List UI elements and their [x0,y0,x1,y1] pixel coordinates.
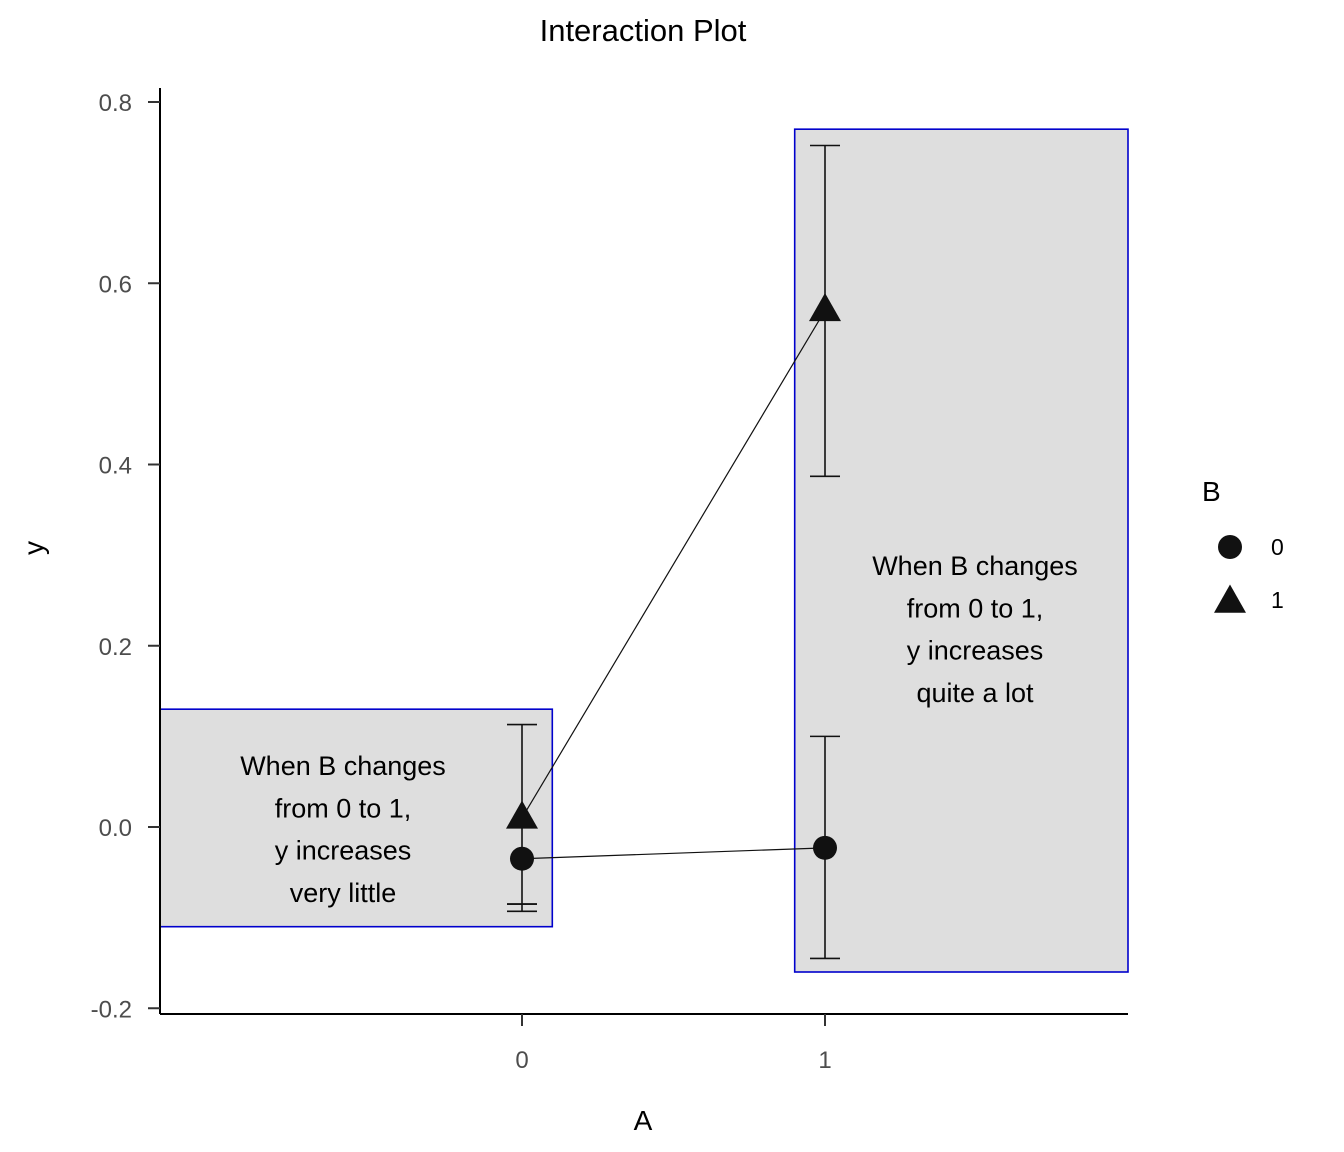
annotation-1-line-1: from 0 to 1, [907,593,1044,623]
annotation-0-line-2: y increases [275,836,412,866]
axes: -0.2 0.0 0.2 0.4 0.6 0.8 0 1 [91,88,1128,1074]
annotation-0-line-1: from 0 to 1, [275,793,412,823]
annotation-1-line-2: y increases [907,636,1044,666]
data-marks [506,144,841,960]
annotation-box-1 [793,128,1129,973]
legend-key-0 [1218,535,1242,559]
y-tick-label: 0.6 [99,271,132,298]
point-0-1 [813,835,837,860]
legend-label-1: 1 [1271,587,1284,613]
annotation-layer: When B changes from 0 to 1, y increases ver… [159,128,1129,973]
legend-key-1 [1214,584,1246,613]
annotation-1-line-0: When B changes [872,551,1078,581]
series-1-line [521,310,826,819]
annotation-1-line-3: quite a lot [916,678,1034,708]
point-1-0 [506,800,538,829]
y-tick-label: -0.2 [91,996,132,1023]
y-tick-label: 0.8 [99,90,132,117]
chart-title: Interaction Plot [540,13,747,48]
y-tick-label: 0.4 [99,453,132,480]
legend-label-0: 0 [1271,534,1284,560]
point-0-0 [510,846,534,871]
x-tick-label: 0 [515,1047,528,1074]
annotation-0-line-3: very little [290,878,397,908]
point-1-1 [809,292,841,322]
x-axis-label: A [634,1105,653,1136]
y-axis-label: y [18,541,49,555]
legend-title: B [1202,476,1221,507]
annotation-0-line-0: When B changes [240,751,446,781]
series-0-line [521,847,826,860]
legend: B 0 1 [1202,476,1284,613]
y-tick-label: 0.2 [99,634,132,661]
y-tick-label: 0.0 [99,815,132,842]
annotation-box-0 [159,708,554,928]
x-tick-label: 1 [818,1047,831,1074]
